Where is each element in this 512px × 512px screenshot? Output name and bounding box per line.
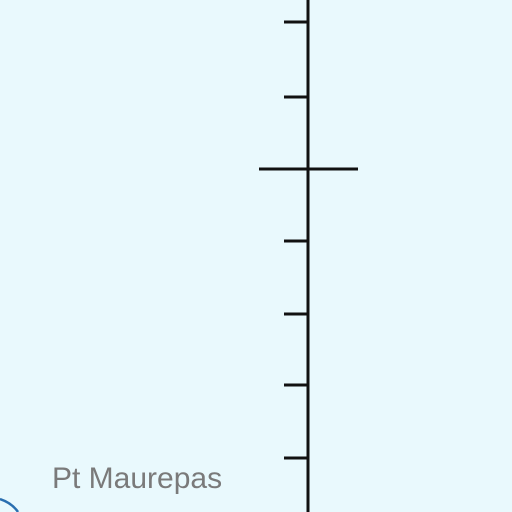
coastline (0, 497, 20, 512)
place-label: Pt Maurepas (52, 462, 223, 495)
